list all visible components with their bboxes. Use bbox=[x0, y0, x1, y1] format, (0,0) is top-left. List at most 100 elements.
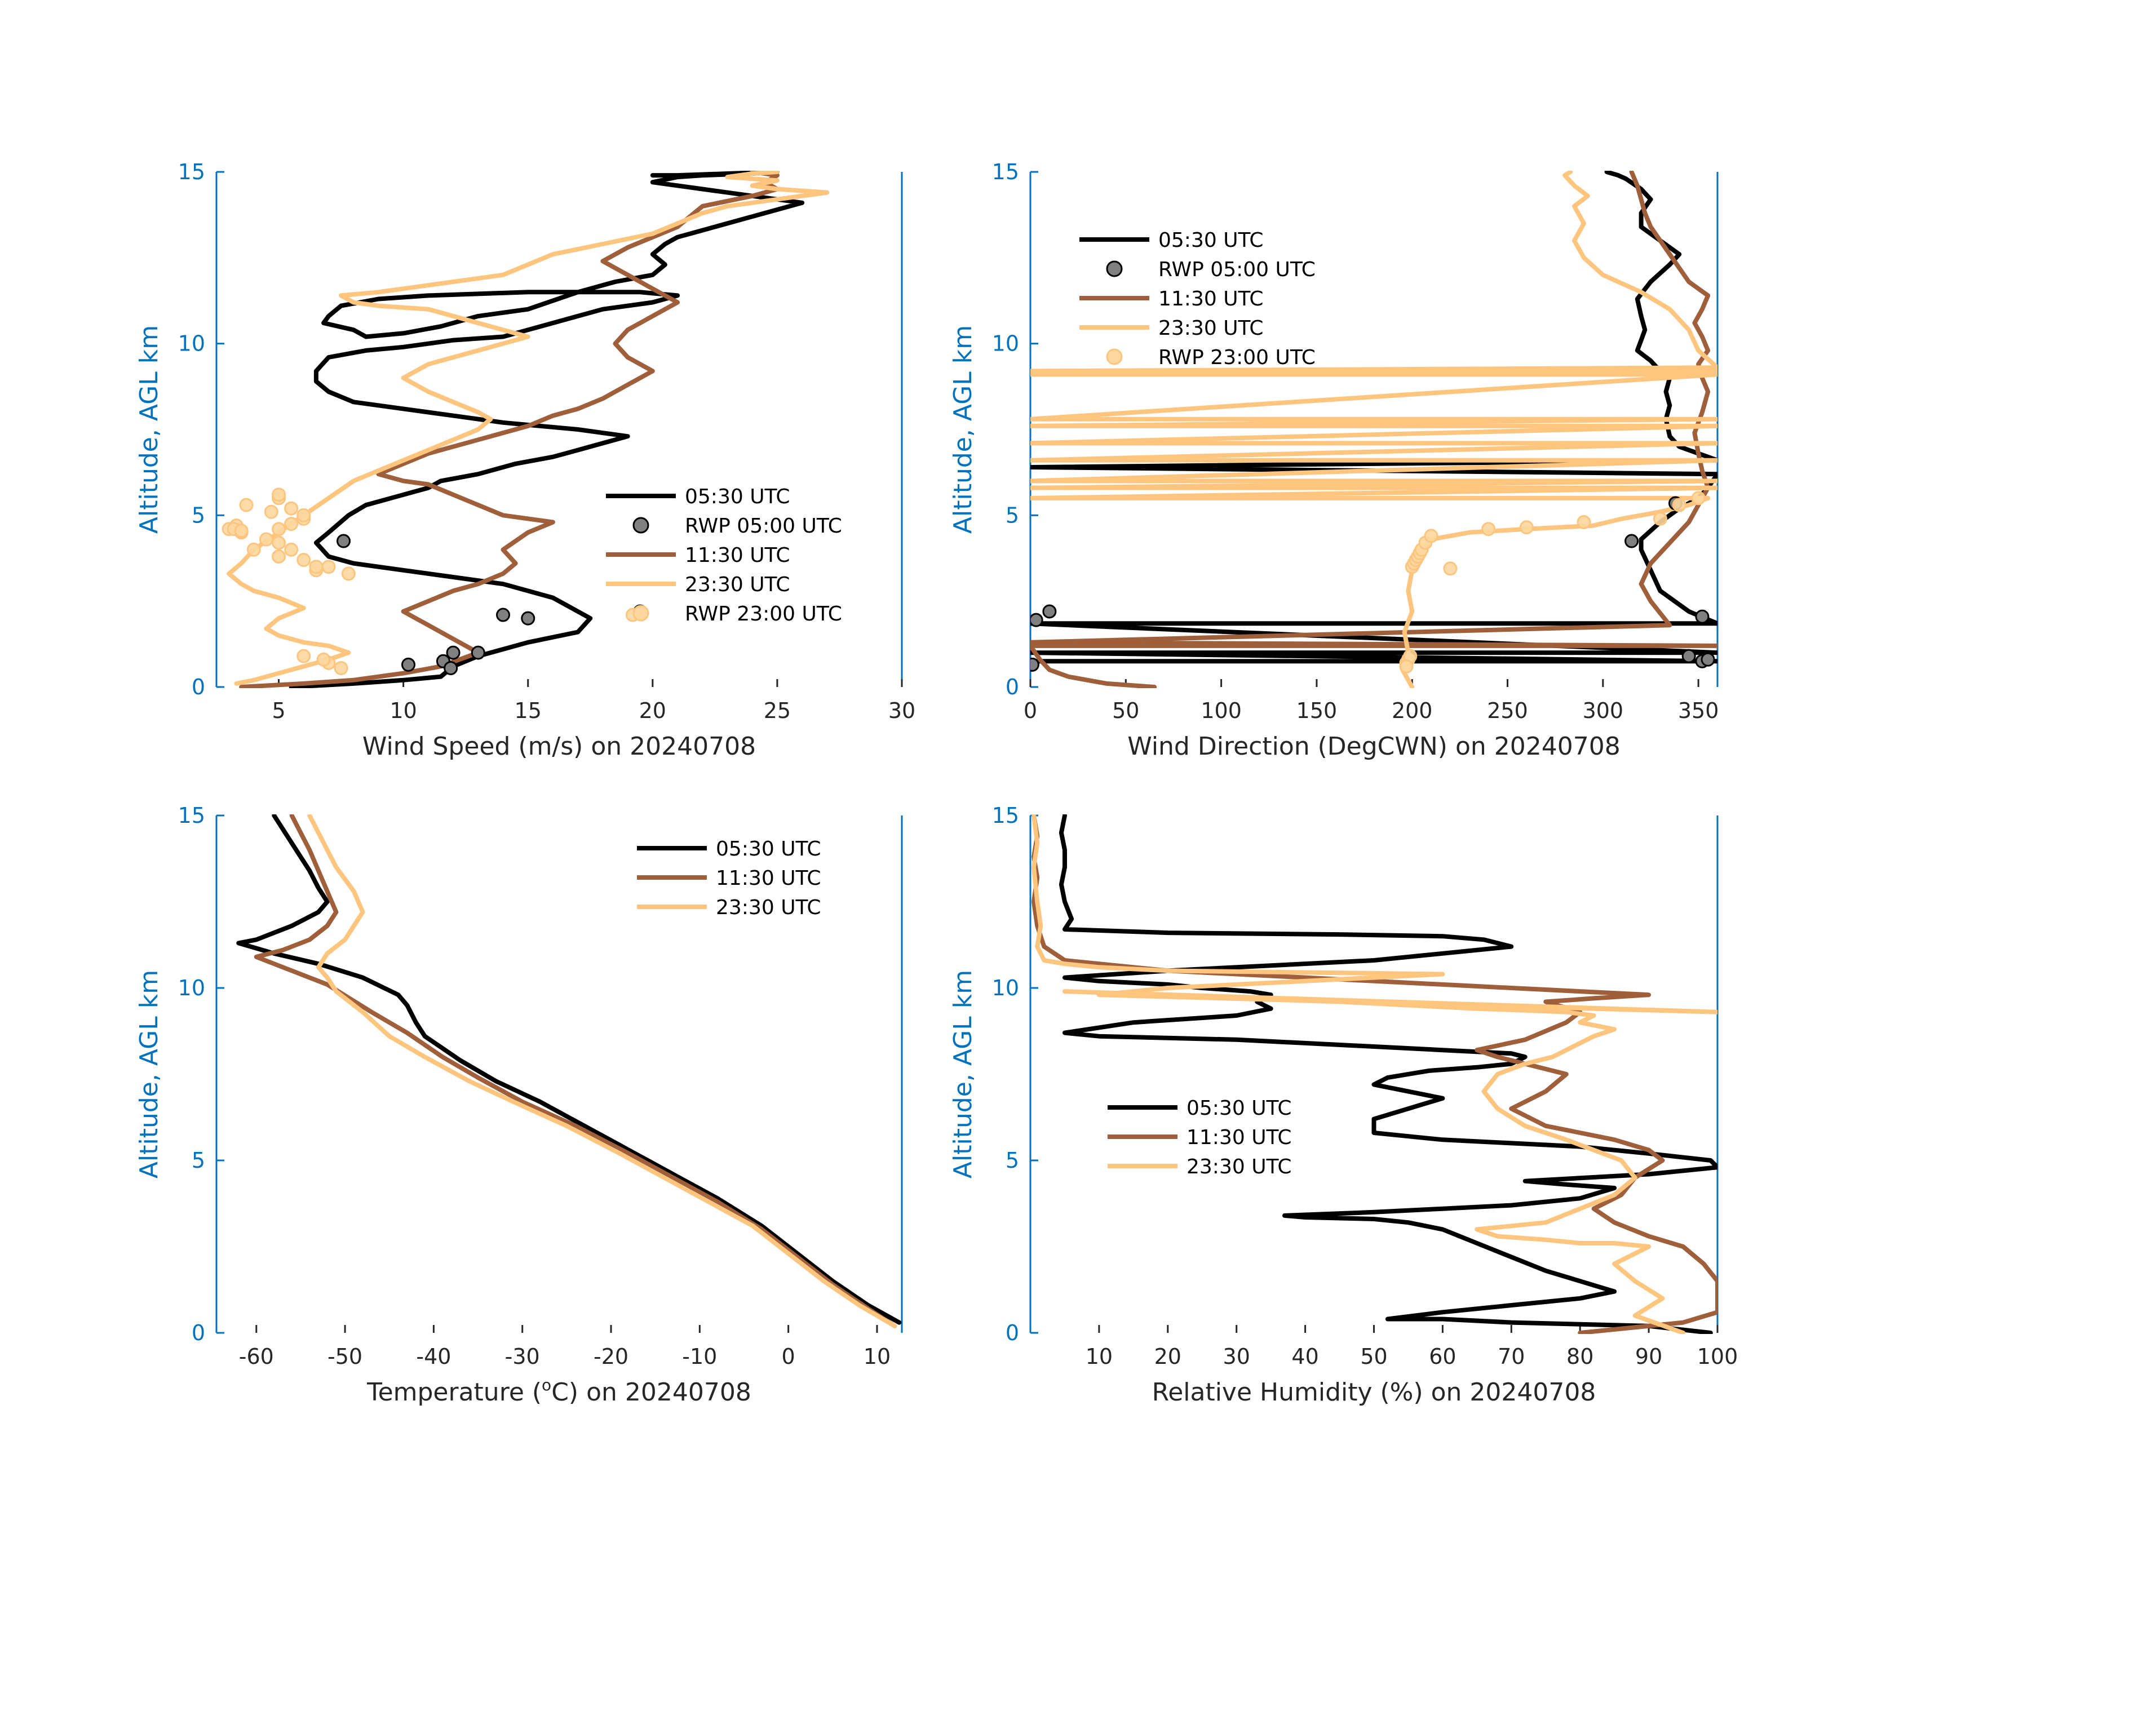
legend-label: 05:30 UTC bbox=[685, 485, 790, 508]
y-tick-label: 10 bbox=[178, 331, 205, 356]
x-tick-label: 20 bbox=[1154, 1344, 1181, 1369]
x-tick-label: 300 bbox=[1583, 698, 1624, 723]
series-line-11-30-utc bbox=[1031, 814, 1717, 1334]
legend-marker bbox=[1106, 348, 1123, 365]
series-line-23-30-utc bbox=[1031, 814, 1717, 1334]
rwp-point bbox=[1424, 529, 1438, 543]
relative-humidity-panel: 0 5 10 15 10 20 30 40 50 60 70 80 90 100 Relative Humi… bbox=[949, 803, 1738, 1407]
x-tick-label: -40 bbox=[416, 1344, 451, 1369]
rwp-point bbox=[334, 661, 348, 675]
legend-label: 11:30 UTC bbox=[685, 544, 790, 567]
rwp-point bbox=[272, 487, 286, 502]
x-axis-title: Wind Speed (m/s) on 20240708 bbox=[362, 732, 756, 761]
legend: 05:30 UTC RWP 05:00 UTC 11:30 UTC 23:30 UTC… bbox=[1079, 229, 1316, 369]
rwp-point bbox=[1672, 498, 1686, 512]
rwp-point bbox=[296, 508, 311, 522]
y-tick-label: 15 bbox=[178, 159, 205, 184]
legend: 05:30 UTC 11:30 UTC 23:30 UTC bbox=[1108, 1097, 1292, 1178]
rwp-point bbox=[1653, 511, 1667, 526]
rwp-point bbox=[284, 517, 299, 531]
legend-label: 05:30 UTC bbox=[1187, 1097, 1292, 1120]
series-line-11-30-utc bbox=[239, 171, 780, 688]
y-tick-label: 5 bbox=[192, 503, 205, 528]
x-tick-label: 30 bbox=[1223, 1344, 1250, 1369]
x-axis-title: Temperature (oC) on 20240708 bbox=[366, 1376, 751, 1407]
series-line-23-30-utc bbox=[227, 171, 830, 686]
x-tick-label: -20 bbox=[594, 1344, 628, 1369]
x-tick-label: -60 bbox=[239, 1344, 274, 1369]
x-tick-label: 0 bbox=[1024, 698, 1037, 723]
rwp-point bbox=[264, 504, 278, 519]
legend-marker bbox=[1106, 260, 1123, 277]
rwp-point bbox=[444, 661, 458, 675]
y-tick-label: 15 bbox=[992, 159, 1019, 184]
rwp-point bbox=[234, 524, 249, 538]
legend-label: 11:30 UTC bbox=[1187, 1126, 1292, 1149]
series-line-05-30-utc bbox=[1059, 814, 1717, 1334]
x-tick-label: -30 bbox=[505, 1344, 540, 1369]
x-tick-label: 80 bbox=[1566, 1344, 1593, 1369]
series-line-23-30-utc bbox=[307, 814, 897, 1328]
legend-label: 11:30 UTC bbox=[1158, 287, 1264, 311]
rwp-point bbox=[1399, 659, 1414, 673]
series-line-11-30-utc bbox=[1030, 171, 1717, 688]
y-tick-label: 10 bbox=[178, 976, 205, 1000]
x-tick-label: 100 bbox=[1201, 698, 1242, 723]
legend-label: RWP 05:00 UTC bbox=[1158, 258, 1316, 281]
rwp-point bbox=[1577, 515, 1591, 530]
x-tick-label: 350 bbox=[1678, 698, 1719, 723]
x-tick-label: 30 bbox=[888, 698, 915, 723]
x-tick-label: 20 bbox=[639, 698, 666, 723]
x-tick-label: 150 bbox=[1296, 698, 1338, 723]
rwp-point bbox=[521, 611, 535, 626]
y-tick-label: 5 bbox=[1006, 503, 1019, 528]
series-line-05-30-utc bbox=[236, 814, 902, 1325]
rwp-point bbox=[316, 652, 331, 667]
rwp-point bbox=[496, 608, 511, 622]
legend-label: 11:30 UTC bbox=[716, 867, 821, 890]
wind-speed-panel: 0 5 10 15 5 10 15 20 25 30 Wind Speed (m/s) on 202… bbox=[135, 159, 915, 761]
series-line-05-30-utc bbox=[289, 171, 805, 688]
x-tick-label: 15 bbox=[515, 698, 542, 723]
rwp-point bbox=[446, 645, 461, 660]
x-axis-title: Wind Direction (DegCWN) on 20240708 bbox=[1127, 732, 1620, 761]
legend-label: RWP 23:00 UTC bbox=[685, 602, 842, 626]
rwp-point bbox=[1695, 609, 1710, 624]
x-tick-label: 10 bbox=[389, 698, 417, 723]
y-tick-label: 10 bbox=[992, 976, 1019, 1000]
rwp-point bbox=[401, 657, 415, 672]
rwp-point bbox=[471, 645, 485, 660]
x-tick-label: 25 bbox=[764, 698, 791, 723]
rwp-point bbox=[272, 549, 286, 564]
rwp-point bbox=[1691, 491, 1706, 506]
rwp-point bbox=[272, 535, 286, 550]
rwp-point bbox=[296, 553, 311, 568]
x-tick-label: 200 bbox=[1392, 698, 1433, 723]
rwp-point bbox=[239, 498, 254, 512]
legend-label: 23:30 UTC bbox=[716, 896, 821, 919]
rwp-point bbox=[259, 532, 273, 547]
x-tick-label: 90 bbox=[1635, 1344, 1662, 1369]
x-tick-label: 250 bbox=[1487, 698, 1528, 723]
x-tick-label: 60 bbox=[1429, 1344, 1456, 1369]
plot-area bbox=[1031, 814, 1717, 1334]
y-axis-title: Altitude, AGL km bbox=[949, 325, 977, 534]
rwp-point bbox=[284, 542, 299, 557]
legend-label: RWP 05:00 UTC bbox=[685, 515, 842, 538]
plot-area bbox=[1030, 171, 1717, 688]
y-tick-label: 0 bbox=[1006, 1320, 1019, 1345]
rwp-point bbox=[1042, 604, 1057, 619]
legend: 05:30 UTC RWP 05:00 UTC 11:30 UTC 23:30 UTC… bbox=[606, 485, 842, 626]
y-tick-label: 5 bbox=[1006, 1148, 1019, 1173]
rwp-point bbox=[1519, 520, 1534, 535]
x-axis-title: Relative Humidity (%) on 20240708 bbox=[1152, 1378, 1596, 1407]
rwp-point bbox=[1443, 561, 1458, 576]
y-tick-label: 15 bbox=[992, 803, 1019, 828]
legend-label: 23:30 UTC bbox=[1187, 1155, 1292, 1178]
rwp-point bbox=[309, 560, 324, 574]
legend-marker bbox=[632, 517, 649, 534]
y-tick-label: 5 bbox=[192, 1148, 205, 1173]
